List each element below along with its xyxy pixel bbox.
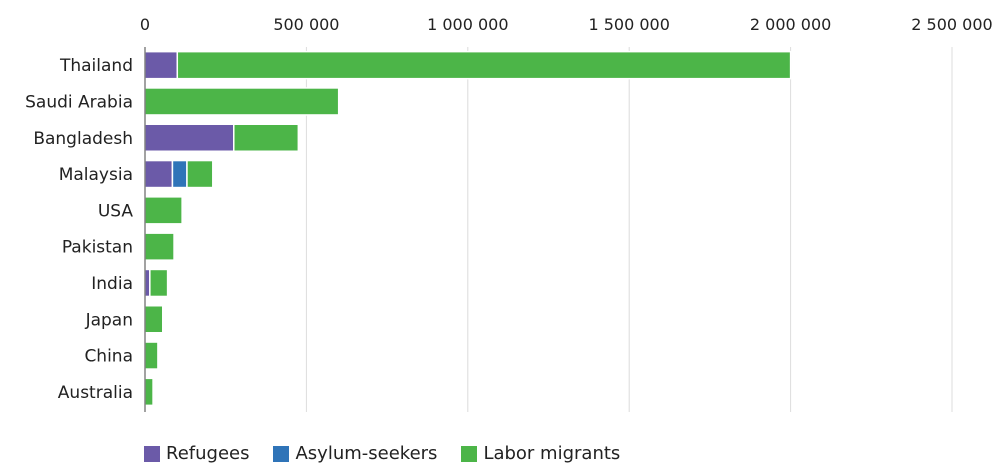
legend-item: Labor migrants (461, 444, 620, 464)
bar-segment (144, 50, 179, 80)
category-label: Malaysia (59, 165, 133, 185)
legend: Refugees Asylum-seekers Labor migrants (144, 444, 620, 464)
x-tick-label: 2 000 000 (750, 15, 831, 34)
bar-segment (144, 232, 175, 261)
bar-segment (144, 196, 183, 225)
category-labels: Thailand Saudi Arabia Bangladesh Malaysia US… (25, 56, 133, 403)
bar-segment (144, 87, 340, 116)
x-axis-tick-labels: 0 500 000 1 000 000 1 500 000 2 000 000 2 500… (140, 15, 993, 34)
category-label: USA (98, 201, 134, 221)
category-label: Saudi Arabia (25, 92, 133, 112)
category-label: China (84, 347, 133, 367)
x-tick-label: 500 000 (273, 15, 339, 34)
category-label: Thailand (59, 56, 133, 76)
category-label: India (91, 274, 133, 294)
category-label: Bangladesh (33, 129, 133, 149)
bar-segment (149, 268, 169, 298)
category-label: Australia (58, 383, 133, 403)
bars (144, 50, 792, 407)
bar-segment (144, 305, 164, 334)
legend-swatch (144, 446, 160, 462)
bar-segment (176, 50, 792, 80)
x-tick-label: 1 500 000 (588, 15, 669, 34)
legend-item: Refugees (144, 444, 249, 464)
bar-segment (186, 159, 214, 189)
x-tick-label: 2 500 000 (911, 15, 992, 34)
legend-swatch (273, 446, 290, 462)
legend-swatch (461, 446, 478, 462)
gridlines (305, 47, 953, 412)
bar-segment (144, 377, 154, 407)
x-tick-label: 1 000 000 (427, 15, 508, 34)
category-label: Japan (85, 310, 133, 330)
bar-segment (144, 159, 174, 189)
legend-item: Asylum-seekers (273, 444, 437, 464)
bar-segment (171, 159, 188, 189)
bar-segment (144, 341, 159, 370)
legend-label: Asylum-seekers (295, 443, 438, 464)
legend-label: Refugees (166, 443, 250, 464)
x-tick-label: 0 (140, 15, 150, 34)
bar-segment (144, 123, 235, 152)
chart-area: 0 500 000 1 000 000 1 500 000 2 000 000 2 500… (25, 15, 993, 412)
bar-segment (233, 123, 300, 152)
category-label: Pakistan (62, 238, 133, 258)
legend-label: Labor migrants (483, 443, 621, 464)
